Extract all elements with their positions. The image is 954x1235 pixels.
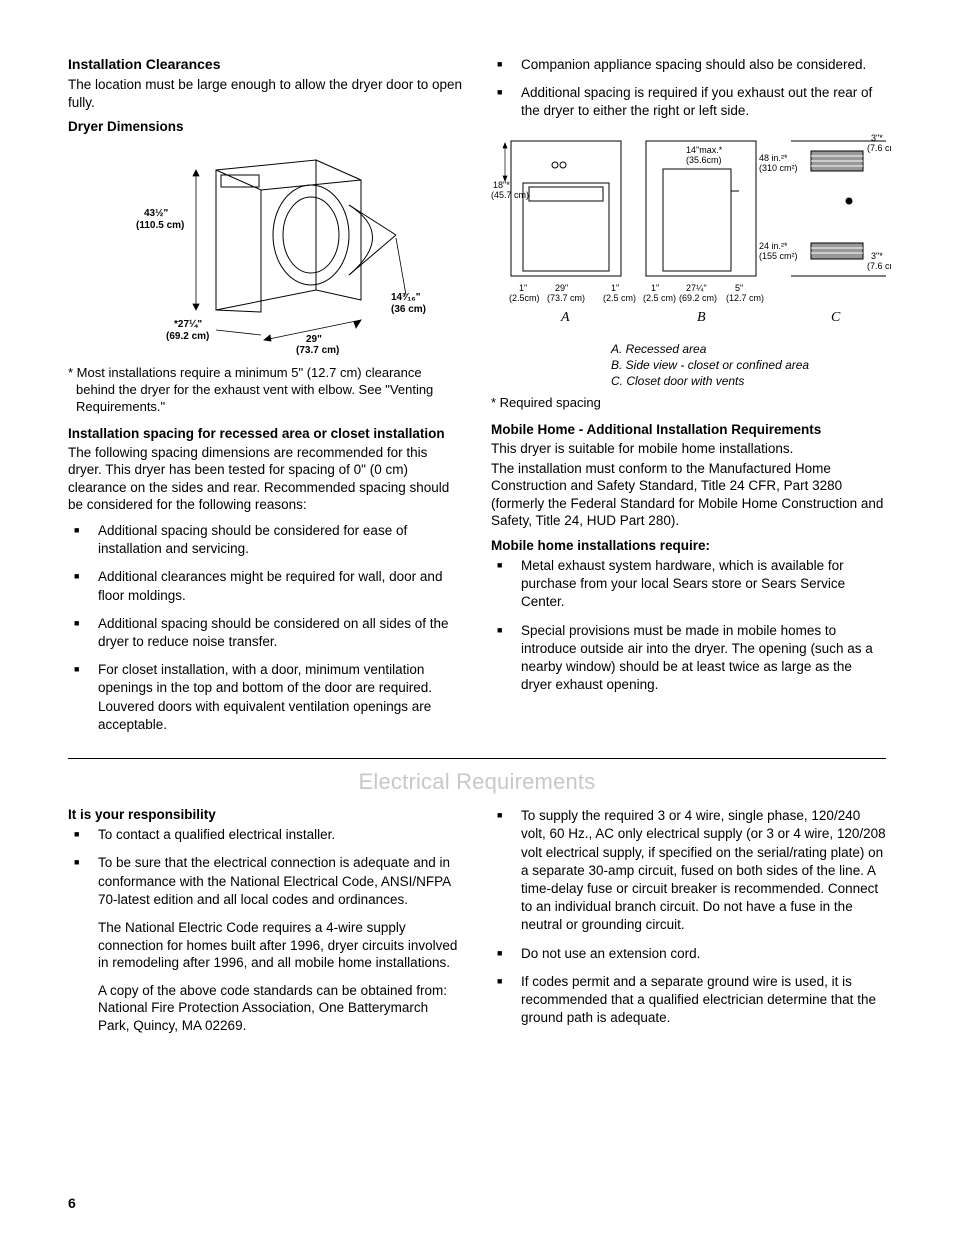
spacing-item: Additional spacing should be considered … bbox=[88, 615, 463, 651]
spacing-svg: 18"* (45.7 cm) 1" (2.5cm) 29" (73.7 cm) … bbox=[491, 131, 891, 331]
svg-text:(7.6 cm): (7.6 cm) bbox=[867, 143, 891, 153]
svg-text:(155 cm²): (155 cm²) bbox=[759, 251, 798, 261]
dryer-dimensions-figure: 43½" (110.5 cm) *27¼" (69.2 cm) 29" (73.… bbox=[68, 140, 463, 355]
nec-p2: A copy of the above code standards can b… bbox=[98, 982, 463, 1035]
svg-text:(2.5cm): (2.5cm) bbox=[509, 293, 540, 303]
dim-depth: 29" bbox=[306, 334, 322, 345]
required-spacing-note: * Required spacing bbox=[491, 395, 886, 412]
electrical-section: It is your responsibility To contact a q… bbox=[68, 807, 886, 1044]
svg-text:14"max.*: 14"max.* bbox=[686, 145, 723, 155]
clearance-note: * Most installations require a minimum 5… bbox=[68, 365, 463, 416]
resp-item: To contact a qualified electrical instal… bbox=[88, 826, 463, 844]
top-section: Installation Clearances The location mus… bbox=[68, 56, 886, 744]
installation-clearances-heading: Installation Clearances bbox=[68, 56, 463, 72]
dryer-svg: 43½" (110.5 cm) *27¼" (69.2 cm) 29" (73.… bbox=[96, 140, 436, 355]
page: Installation Clearances The location mus… bbox=[0, 0, 954, 1235]
svg-text:24 in.²*: 24 in.²* bbox=[759, 241, 788, 251]
svg-text:(2.5 cm): (2.5 cm) bbox=[643, 293, 676, 303]
legend-c: C. Closet door with vents bbox=[611, 373, 886, 389]
companion-item: Companion appliance spacing should also … bbox=[511, 56, 886, 74]
panel-a-label: A bbox=[560, 310, 570, 325]
right-column: Companion appliance spacing should also … bbox=[491, 56, 886, 744]
mobile-item: Metal exhaust system hardware, which is … bbox=[511, 557, 886, 612]
dim-height-cm: (110.5 cm) bbox=[136, 220, 184, 231]
spacing-item: For closet installation, with a door, mi… bbox=[88, 661, 463, 734]
svg-text:(7.6 cm): (7.6 cm) bbox=[867, 261, 891, 271]
electrical-requirements-title: Electrical Requirements bbox=[68, 769, 886, 795]
legend-b: B. Side view - closet or confined area bbox=[611, 357, 886, 373]
svg-text:48 in.²*: 48 in.²* bbox=[759, 153, 788, 163]
spacing-item: Additional spacing should be considered … bbox=[88, 522, 463, 558]
nec-p1: The National Electric Code requires a 4-… bbox=[98, 919, 463, 972]
page-number: 6 bbox=[68, 1195, 76, 1211]
figure-legend: A. Recessed area B. Side view - closet o… bbox=[611, 341, 886, 390]
svg-text:3"*: 3"* bbox=[871, 251, 883, 261]
svg-text:(35.6cm): (35.6cm) bbox=[686, 155, 722, 165]
spacing-figure: 18"* (45.7 cm) 1" (2.5cm) 29" (73.7 cm) … bbox=[491, 131, 886, 331]
elec-right: To supply the required 3 or 4 wire, sing… bbox=[491, 807, 886, 1044]
exhaust-item: Additional spacing is required if you ex… bbox=[511, 84, 886, 120]
spacing-item: Additional clearances might be required … bbox=[88, 568, 463, 604]
resp-item: To be sure that the electrical connectio… bbox=[88, 854, 463, 1034]
dim-door-cm: (36 cm) bbox=[391, 304, 426, 315]
dim-width-star: *27¼" bbox=[174, 319, 202, 330]
dim-depth-cm: (73.7 cm) bbox=[296, 345, 339, 355]
spacing-text: The following spacing dimensions are rec… bbox=[68, 444, 463, 514]
section-divider bbox=[68, 758, 886, 759]
svg-text:(2.5 cm): (2.5 cm) bbox=[603, 293, 636, 303]
mobile-require-heading: Mobile home installations require: bbox=[491, 538, 886, 553]
svg-text:(69.2 cm): (69.2 cm) bbox=[679, 293, 717, 303]
svg-text:1": 1" bbox=[651, 283, 659, 293]
svg-text:(12.7 cm): (12.7 cm) bbox=[726, 293, 764, 303]
svg-text:(310 cm²): (310 cm²) bbox=[759, 163, 798, 173]
svg-text:18"*: 18"* bbox=[493, 180, 510, 190]
supply-list: To supply the required 3 or 4 wire, sing… bbox=[491, 807, 886, 1027]
dim-height: 43½" bbox=[144, 208, 168, 219]
spacing-heading: Installation spacing for recessed area o… bbox=[68, 426, 463, 441]
right-top-list: Companion appliance spacing should also … bbox=[491, 56, 886, 121]
left-column: Installation Clearances The location mus… bbox=[68, 56, 463, 744]
svg-text:(73.7 cm): (73.7 cm) bbox=[547, 293, 585, 303]
supply-item: If codes permit and a separate ground wi… bbox=[511, 973, 886, 1028]
panel-c-label: C bbox=[831, 310, 841, 325]
svg-text:29": 29" bbox=[555, 283, 568, 293]
responsibility-heading: It is your responsibility bbox=[68, 807, 463, 822]
mobile-item: Special provisions must be made in mobil… bbox=[511, 622, 886, 695]
dim-door: 14³⁄₁₆" bbox=[391, 292, 421, 303]
clearances-text: The location must be large enough to all… bbox=[68, 76, 463, 111]
legend-a: A. Recessed area bbox=[611, 341, 886, 357]
svg-text:5": 5" bbox=[735, 283, 743, 293]
svg-text:(45.7 cm): (45.7 cm) bbox=[491, 190, 529, 200]
svg-text:27¼": 27¼" bbox=[686, 283, 707, 293]
mobile-home-heading: Mobile Home - Additional Installation Re… bbox=[491, 422, 886, 437]
elec-left: It is your responsibility To contact a q… bbox=[68, 807, 463, 1044]
responsibility-list: To contact a qualified electrical instal… bbox=[68, 826, 463, 1034]
svg-text:1": 1" bbox=[611, 283, 619, 293]
spacing-list: Additional spacing should be considered … bbox=[68, 522, 463, 734]
mobile-home-p2: The installation must conform to the Man… bbox=[491, 460, 886, 530]
dim-width-cm: (69.2 cm) bbox=[166, 331, 209, 342]
supply-item: Do not use an extension cord. bbox=[511, 945, 886, 963]
dryer-dimensions-heading: Dryer Dimensions bbox=[68, 119, 463, 134]
svg-text:1": 1" bbox=[519, 283, 527, 293]
mobile-home-p1: This dryer is suitable for mobile home i… bbox=[491, 440, 886, 458]
svg-text:3"*: 3"* bbox=[871, 133, 883, 143]
panel-b-label: B bbox=[697, 310, 706, 325]
mobile-list: Metal exhaust system hardware, which is … bbox=[491, 557, 886, 695]
supply-item: To supply the required 3 or 4 wire, sing… bbox=[511, 807, 886, 935]
